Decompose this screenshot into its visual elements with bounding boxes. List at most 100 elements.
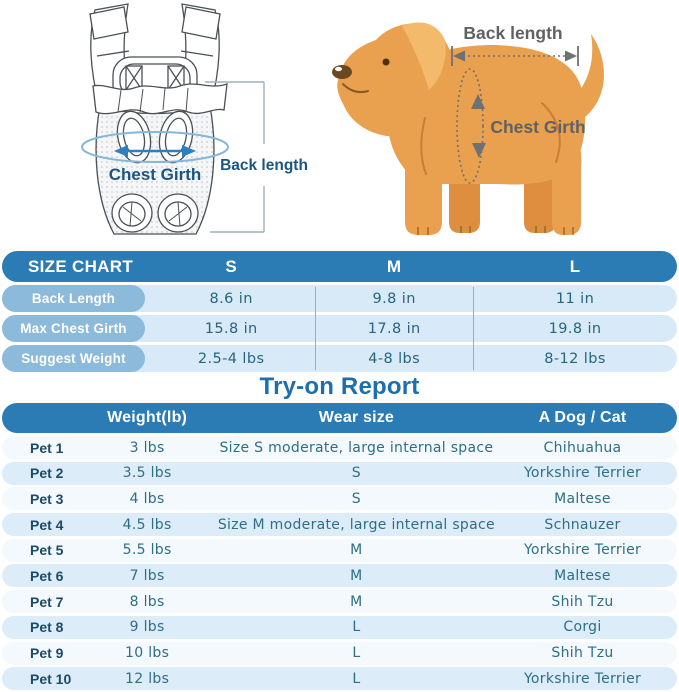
size-chart-column-l: L: [569, 256, 581, 276]
pet-label: Pet 3: [30, 490, 64, 507]
pet-weight: 3 lbs: [129, 439, 165, 456]
pet-wear-size: S: [351, 490, 361, 507]
pet-wear-size: L: [352, 619, 361, 636]
cell-back-length-l: 11 in: [555, 290, 595, 307]
pet-wear-size: M: [350, 542, 363, 559]
pet-label: Pet 4: [30, 516, 64, 533]
cell-weight-s: 2.5-4 lbs: [197, 350, 265, 367]
carrier-diagram: Chest Girth Back length: [81, 3, 308, 235]
carrier-chest-girth-label: Chest Girth: [109, 165, 202, 184]
pet-wear-size: L: [352, 670, 361, 687]
pet-label: Pet 7: [30, 593, 64, 610]
pet-wear-size: S: [351, 465, 361, 482]
table-row: Pet 5 5.5 lbs M Yorkshire Terrier: [2, 538, 677, 562]
pet-label: Pet 8: [30, 619, 64, 636]
pet-wear-size: M: [350, 593, 363, 610]
table-row: Pet 3 4 lbs S Maltese: [2, 487, 677, 511]
pet-breed: Shih Tzu: [551, 645, 614, 661]
try-on-report: Try-on Report Weight(lb) Wear size A Dog…: [2, 372, 677, 691]
table-row: Pet 9 10 lbs L Shih Tzu: [2, 641, 677, 665]
pet-label: Pet 5: [30, 542, 64, 559]
pet-breed: Maltese: [554, 567, 611, 584]
pet-breed: Shih Tzu: [551, 593, 614, 610]
pet-wear-size: Size S moderate, large internal space: [219, 439, 494, 456]
pet-label: Pet 6: [30, 567, 64, 584]
size-chart-column-m: M: [386, 256, 402, 276]
pet-breed: Yorkshire Terrier: [523, 542, 642, 559]
page-title: Try-on Report: [259, 373, 420, 400]
header-weight: Weight(lb): [107, 409, 188, 426]
dog-back-length-arrow: [451, 46, 579, 66]
dog-back-length-label: Back length: [463, 23, 562, 43]
pet-breed: Maltese: [554, 490, 611, 507]
carrier-right-buckle: [181, 6, 221, 40]
carrier-back-length-bracket: [205, 81, 265, 233]
pet-wear-size: Size M moderate, large internal space: [217, 516, 495, 533]
pet-label: Pet 1: [30, 439, 64, 456]
carrier-bottom-leg-holes: [111, 193, 199, 233]
row-label-suggest-weight: Suggest Weight: [2, 345, 145, 372]
table-row: Pet 7 8 lbs M Shih Tzu: [2, 590, 677, 614]
cell-back-length-s: 8.6 in: [209, 290, 253, 307]
carrier-left-buckle: [89, 6, 129, 40]
size-chart-rows: Back Length 8.6 in 9.8 in 11 in Max Ches…: [2, 285, 677, 372]
column-divider: [315, 287, 317, 370]
header-wear-size: Wear size: [318, 409, 395, 426]
row-label-max-chest-girth: Max Chest Girth: [2, 315, 145, 342]
pet-weight: 3.5 lbs: [122, 465, 172, 482]
dog-illustration: [332, 22, 605, 235]
pet-label: Pet 9: [30, 645, 64, 661]
pet-breed: Chihuahua: [543, 439, 622, 456]
table-row: Back Length 8.6 in 9.8 in 11 in: [2, 285, 677, 312]
pet-weight: 10 lbs: [125, 645, 170, 661]
pet-weight: 5.5 lbs: [122, 542, 172, 559]
size-chart-header: SIZE CHART S M L: [2, 251, 677, 282]
pet-weight: 4 lbs: [129, 490, 165, 507]
pet-weight: 7 lbs: [129, 567, 165, 584]
dog-girth-ellipse: [456, 68, 484, 184]
pet-breed: Schnauzer: [544, 516, 621, 533]
dog-diagram: Back length Chest Girth: [332, 22, 605, 235]
table-row: Pet 2 3.5 lbs S Yorkshire Terrier: [2, 461, 677, 485]
header-dog-cat: A Dog / Cat: [538, 409, 627, 426]
table-row: Pet 4 4.5 lbs Size M moderate, large int…: [2, 513, 677, 537]
pet-breed: Yorkshire Terrier: [523, 670, 642, 687]
dog-nose: [332, 65, 352, 79]
pet-breed: Yorkshire Terrier: [523, 465, 642, 482]
table-row: Suggest Weight 2.5-4 lbs 4-8 lbs 8-12 lb…: [2, 345, 677, 372]
pet-weight: 4.5 lbs: [122, 516, 172, 533]
carrier-girth-arrow: [114, 145, 196, 157]
carrier-waistband: [92, 83, 228, 115]
pet-weight: 8 lbs: [129, 593, 165, 610]
dog-ear: [402, 22, 446, 90]
dog-chest-girth-label: Chest Girth: [490, 117, 585, 137]
table-row: Pet 6 7 lbs M Maltese: [2, 564, 677, 588]
table-row: Pet 8 9 lbs L Corgi: [2, 615, 677, 639]
row-label-back-length: Back Length: [2, 285, 145, 312]
pet-weight: 12 lbs: [125, 670, 170, 687]
dog-toes: [417, 226, 574, 235]
dog-eye: [382, 58, 390, 66]
cell-weight-m: 4-8 lbs: [368, 350, 421, 367]
dog-smile: [342, 83, 369, 94]
cell-chest-girth-s: 15.8 in: [204, 320, 258, 337]
pet-breed: Corgi: [563, 619, 602, 636]
pet-wear-size: M: [350, 567, 363, 584]
measurement-diagrams: Chest Girth Back length: [0, 0, 679, 249]
size-chart-column-s: S: [225, 256, 237, 276]
size-chart: SIZE CHART S M L Back Length 8.6 in 9.8 …: [2, 251, 677, 372]
pet-wear-size: L: [352, 645, 361, 661]
pet-label: Pet 2: [30, 465, 64, 482]
cell-back-length-m: 9.8 in: [372, 290, 416, 307]
carrier-line-art: [89, 3, 228, 235]
try-on-header: Weight(lb) Wear size A Dog / Cat: [2, 403, 677, 433]
pet-weight: 9 lbs: [129, 619, 165, 636]
carrier-back-length-label: Back length: [220, 157, 308, 174]
size-chart-title: SIZE CHART: [28, 256, 133, 276]
pet-label: Pet 10: [30, 670, 72, 687]
cell-chest-girth-l: 19.8 in: [548, 320, 602, 337]
cell-weight-l: 8-12 lbs: [544, 350, 606, 367]
table-row: Max Chest Girth 15.8 in 17.8 in 19.8 in: [2, 315, 677, 342]
table-row: Pet 1 3 lbs Size S moderate, large inter…: [2, 436, 677, 459]
